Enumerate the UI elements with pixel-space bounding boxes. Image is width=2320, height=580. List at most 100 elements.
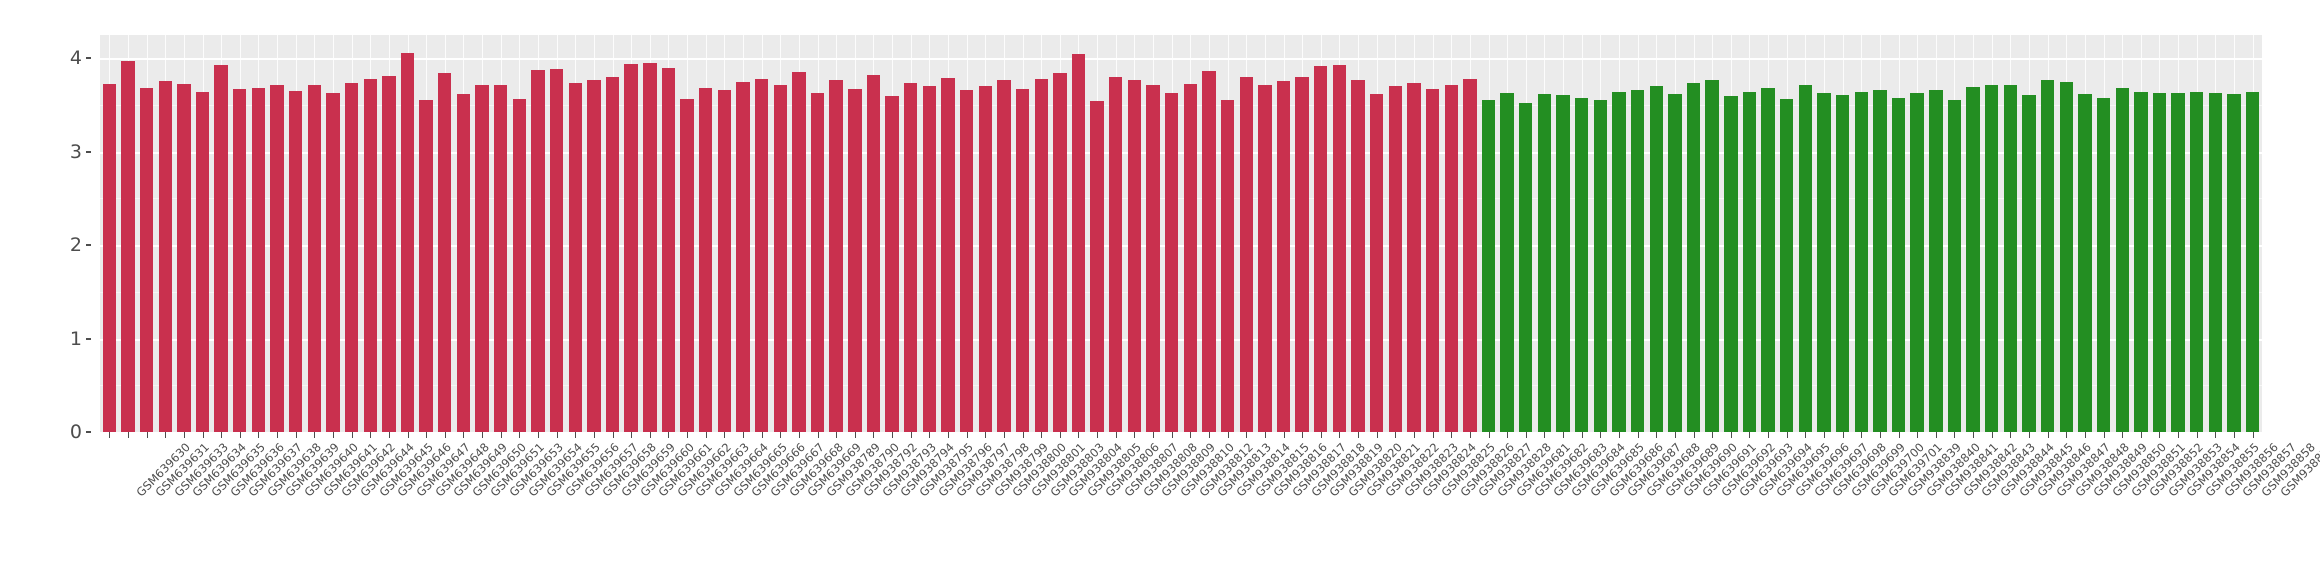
bar[interactable] bbox=[1742, 91, 1757, 432]
bar[interactable] bbox=[1873, 90, 1887, 432]
bar[interactable] bbox=[2208, 92, 2223, 432]
bar[interactable] bbox=[848, 89, 862, 432]
bar[interactable] bbox=[2152, 92, 2167, 432]
bar[interactable] bbox=[680, 98, 694, 432]
bar[interactable] bbox=[1295, 77, 1309, 432]
bar[interactable] bbox=[568, 82, 582, 432]
bar[interactable] bbox=[1146, 85, 1160, 432]
bar[interactable] bbox=[1668, 93, 1682, 432]
bar[interactable] bbox=[2022, 94, 2036, 432]
bar[interactable] bbox=[1444, 84, 1458, 432]
bar[interactable] bbox=[2227, 93, 2241, 432]
bar[interactable] bbox=[1500, 92, 1514, 432]
bar[interactable] bbox=[1202, 71, 1216, 432]
bar[interactable] bbox=[1966, 87, 1980, 432]
bar[interactable] bbox=[922, 86, 937, 432]
bar[interactable] bbox=[139, 88, 154, 432]
bar[interactable] bbox=[1369, 93, 1384, 432]
bar[interactable] bbox=[251, 88, 266, 432]
bar[interactable] bbox=[307, 84, 322, 432]
bar[interactable] bbox=[624, 63, 638, 432]
bar[interactable] bbox=[1407, 82, 1421, 432]
bar[interactable] bbox=[2059, 81, 2073, 432]
bar[interactable] bbox=[605, 77, 620, 432]
bar[interactable] bbox=[1835, 94, 1850, 432]
bar[interactable] bbox=[2096, 97, 2111, 432]
bar[interactable] bbox=[1276, 80, 1291, 432]
bar[interactable] bbox=[177, 83, 191, 432]
bar[interactable] bbox=[1425, 89, 1440, 432]
bar[interactable] bbox=[1183, 83, 1197, 432]
bar[interactable] bbox=[1109, 77, 1123, 432]
bar[interactable] bbox=[400, 52, 415, 432]
bar[interactable] bbox=[1798, 84, 1813, 432]
bar[interactable] bbox=[326, 92, 340, 432]
bar[interactable] bbox=[549, 68, 564, 432]
bar[interactable] bbox=[587, 79, 601, 432]
bar[interactable] bbox=[1556, 94, 1570, 432]
bar[interactable] bbox=[754, 78, 769, 432]
bar[interactable] bbox=[1985, 84, 1999, 432]
bar[interactable] bbox=[1724, 95, 1738, 432]
bar[interactable] bbox=[1575, 97, 1589, 432]
bar[interactable] bbox=[792, 72, 806, 432]
bar[interactable] bbox=[1649, 86, 1663, 432]
bar[interactable] bbox=[512, 99, 527, 432]
bar[interactable] bbox=[1034, 78, 1048, 432]
bar[interactable] bbox=[1351, 79, 1365, 432]
bar[interactable] bbox=[475, 84, 489, 432]
bar[interactable] bbox=[344, 82, 359, 432]
bar[interactable] bbox=[158, 80, 172, 432]
bar[interactable] bbox=[699, 88, 713, 432]
bar[interactable] bbox=[1686, 82, 1701, 432]
bar[interactable] bbox=[1910, 92, 1924, 432]
bar[interactable] bbox=[978, 86, 992, 432]
bar[interactable] bbox=[1220, 100, 1235, 432]
bar[interactable] bbox=[363, 78, 377, 432]
bar[interactable] bbox=[885, 95, 899, 432]
bar[interactable] bbox=[643, 63, 657, 432]
bar[interactable] bbox=[1612, 91, 1626, 432]
bar[interactable] bbox=[214, 64, 228, 432]
bar[interactable] bbox=[233, 89, 247, 432]
bar[interactable] bbox=[866, 75, 881, 432]
bar[interactable] bbox=[121, 61, 135, 432]
bar[interactable] bbox=[1053, 73, 1067, 432]
bar[interactable] bbox=[494, 85, 508, 432]
bar[interactable] bbox=[531, 69, 545, 432]
bar[interactable] bbox=[1519, 103, 1533, 432]
bar[interactable] bbox=[1947, 100, 1962, 432]
bar[interactable] bbox=[2245, 91, 2260, 432]
bar[interactable] bbox=[1761, 88, 1775, 432]
bar[interactable] bbox=[195, 91, 210, 432]
bar[interactable] bbox=[1537, 93, 1552, 432]
bar[interactable] bbox=[1090, 101, 1104, 432]
bar[interactable] bbox=[1258, 84, 1272, 432]
bar[interactable] bbox=[1780, 99, 1794, 432]
bar[interactable] bbox=[2040, 79, 2055, 432]
bar[interactable] bbox=[904, 82, 918, 432]
bar[interactable] bbox=[1854, 91, 1868, 432]
bar[interactable] bbox=[2003, 85, 2018, 432]
bar[interactable] bbox=[2078, 93, 2092, 432]
bar[interactable] bbox=[1705, 79, 1719, 432]
bar[interactable] bbox=[382, 76, 396, 432]
bar[interactable] bbox=[1239, 77, 1253, 432]
bar[interactable] bbox=[997, 79, 1011, 432]
bar[interactable] bbox=[419, 100, 433, 432]
bar[interactable] bbox=[1388, 86, 1403, 432]
bar[interactable] bbox=[2171, 92, 2185, 432]
bar[interactable] bbox=[1164, 92, 1179, 432]
bar[interactable] bbox=[1891, 97, 1906, 432]
bar[interactable] bbox=[102, 83, 116, 432]
bar[interactable] bbox=[2190, 91, 2204, 432]
bar[interactable] bbox=[959, 90, 974, 432]
bar[interactable] bbox=[2134, 91, 2148, 432]
bar[interactable] bbox=[456, 93, 471, 432]
bar[interactable] bbox=[1071, 53, 1086, 432]
bar[interactable] bbox=[717, 90, 732, 432]
bar[interactable] bbox=[829, 79, 843, 432]
bar[interactable] bbox=[1481, 100, 1496, 432]
bar[interactable] bbox=[438, 73, 452, 432]
bar[interactable] bbox=[736, 81, 750, 432]
